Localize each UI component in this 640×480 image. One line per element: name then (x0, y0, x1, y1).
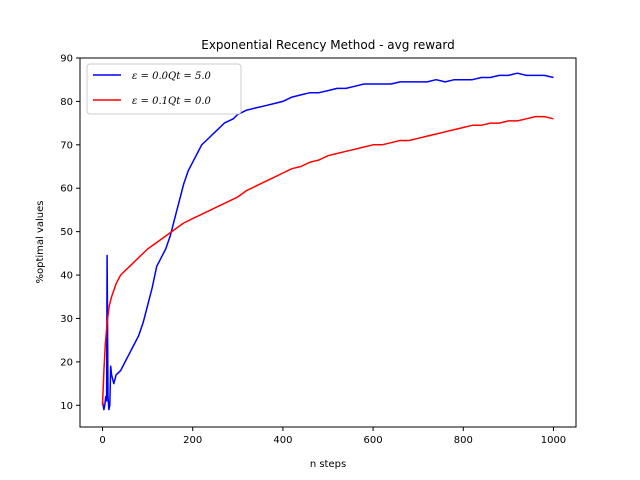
y-tick-label: 50 (60, 227, 73, 238)
x-tick-label: 400 (273, 435, 292, 446)
y-tick-label: 90 (60, 54, 73, 65)
x-tick-label: 200 (183, 435, 202, 446)
series-line-1 (101, 115, 554, 406)
legend: ε = 0.0Qt = 5.0 ε = 0.1Qt = 0.0 (86, 63, 242, 115)
legend-box (86, 63, 242, 115)
axes-frame (79, 57, 577, 428)
y-axis-title: %optimal values (35, 200, 46, 283)
y-tick-label: 40 (60, 271, 73, 282)
x-tick-label: 1000 (541, 435, 566, 446)
plot-area (101, 72, 554, 411)
x-tick-label: 600 (364, 435, 383, 446)
y-tick-label: 80 (60, 97, 73, 108)
series-line-0 (101, 72, 554, 411)
legend-label-blue: ε = 0.0Qt = 5.0 (132, 71, 212, 82)
y-tick-label: 60 (60, 184, 73, 195)
x-axis-title: n steps (310, 459, 346, 470)
y-tick-label: 20 (60, 357, 73, 368)
y-tick-label: 10 (60, 401, 73, 412)
x-axis: 0 200 400 600 800 1000 (99, 427, 566, 446)
x-tick-label: 800 (454, 435, 473, 446)
y-tick-label: 70 (60, 140, 73, 151)
legend-label-red: ε = 0.1Qt = 0.0 (132, 96, 212, 107)
x-tick-label: 0 (99, 435, 105, 446)
chart-title: Exponential Recency Method - avg reward (201, 38, 454, 52)
y-axis: 10 20 30 40 50 60 70 80 90 (60, 54, 80, 412)
y-tick-label: 30 (60, 314, 73, 325)
